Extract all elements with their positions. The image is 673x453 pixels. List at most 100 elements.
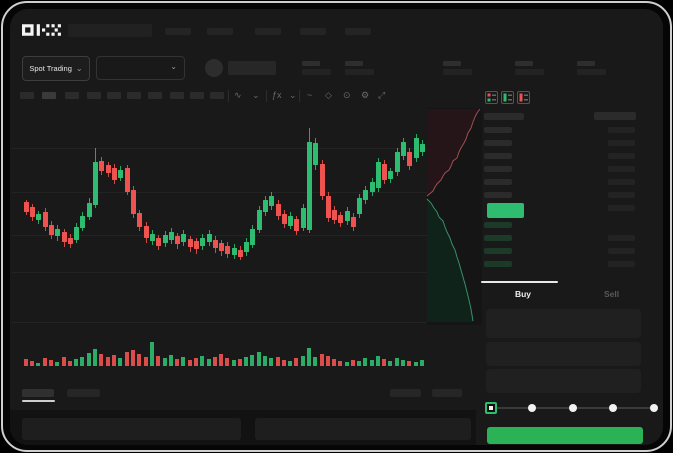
timeframe-button-placeholder[interactable]: [20, 92, 34, 99]
ask-amount-placeholder[interactable]: [608, 153, 635, 159]
nav-item-placeholder[interactable]: [165, 28, 191, 35]
candle-body: [232, 248, 237, 255]
slider-handle[interactable]: [485, 402, 497, 414]
volume-bar: [269, 358, 273, 366]
indicators-fx-icon[interactable]: ƒx: [272, 90, 282, 100]
timeframe-button-placeholder[interactable]: [65, 92, 79, 99]
bottom-action-placeholder[interactable]: [390, 389, 421, 397]
bid-price-placeholder[interactable]: [484, 261, 512, 267]
settings-icon[interactable]: ⚙: [361, 90, 370, 100]
amount-input[interactable]: [486, 342, 641, 366]
tab-buy[interactable]: Buy: [481, 284, 565, 304]
candle-body: [288, 216, 293, 226]
volume-bar: [213, 357, 217, 366]
fullscreen-icon[interactable]: ⤢: [378, 90, 386, 100]
volume-bar: [388, 361, 392, 366]
ask-amount-placeholder[interactable]: [608, 179, 635, 185]
book-asks-view-icon[interactable]: [517, 91, 530, 104]
bottom-tab-active-placeholder[interactable]: [22, 389, 54, 397]
ask-price-placeholder[interactable]: [484, 127, 512, 133]
slider-stop-dot[interactable]: [569, 404, 577, 412]
volume-bar: [294, 358, 298, 366]
logo-adjacent-placeholder: [68, 24, 152, 37]
nav-item-placeholder[interactable]: [345, 28, 371, 35]
nav-item-placeholder[interactable]: [255, 28, 281, 35]
slider-stop-dot[interactable]: [609, 404, 617, 412]
volume-bar: [24, 359, 28, 366]
ticker-stat-value-placeholder: [515, 69, 544, 75]
candle-body: [156, 238, 161, 246]
active-tab-indicator: [481, 281, 558, 283]
candle-body: [125, 168, 130, 192]
book-bids-view-icon[interactable]: [501, 91, 514, 104]
slider-stop-dot[interactable]: [528, 404, 536, 412]
timeframe-button-placeholder[interactable]: [170, 92, 184, 99]
bid-amount-placeholder[interactable]: [608, 248, 635, 254]
volume-bar: [345, 362, 349, 366]
candle-body: [118, 170, 123, 178]
candle-style-icon[interactable]: ∿: [234, 90, 242, 100]
ask-amount-placeholder[interactable]: [608, 205, 635, 211]
volume-bar: [307, 348, 311, 366]
volume-bar: [93, 349, 97, 366]
volume-bar: [401, 360, 405, 366]
chevron-down-icon[interactable]: ⌄: [252, 90, 260, 100]
pair-dropdown[interactable]: ⌄: [96, 56, 185, 80]
candle-body: [137, 213, 142, 227]
last-price-bar[interactable]: [487, 203, 524, 218]
slider-handle-core: [489, 406, 493, 410]
volume-bar: [301, 356, 305, 366]
price-input[interactable]: [486, 309, 641, 338]
chevron-down-icon[interactable]: ⌄: [289, 90, 297, 100]
candle-body: [269, 196, 274, 206]
timeframe-button-placeholder[interactable]: [42, 92, 56, 99]
bid-amount-placeholder[interactable]: [608, 261, 635, 267]
timeframe-button-placeholder[interactable]: [148, 92, 162, 99]
ask-amount-placeholder[interactable]: [608, 192, 635, 198]
ticker-stat-label-placeholder: [345, 61, 363, 66]
bottom-action-placeholder[interactable]: [432, 389, 462, 397]
ticker-stat-label-placeholder: [577, 61, 595, 66]
timeframe-button-placeholder[interactable]: [210, 92, 224, 99]
volume-bar: [326, 356, 330, 366]
ask-amount-placeholder[interactable]: [608, 127, 635, 133]
draw-tool-icon[interactable]: ◇: [325, 90, 332, 100]
total-input[interactable]: [486, 369, 641, 393]
snapshot-icon[interactable]: ⊙: [343, 90, 351, 100]
volume-bar: [43, 358, 47, 366]
nav-item-placeholder[interactable]: [300, 28, 326, 35]
buy-submit-button[interactable]: [487, 427, 643, 444]
bid-price-placeholder[interactable]: [484, 235, 512, 241]
candle-body: [87, 203, 92, 217]
ask-price-placeholder[interactable]: [484, 166, 512, 172]
market-type-selector[interactable]: Spot Trading ⌄: [22, 56, 90, 81]
timeframe-button-placeholder[interactable]: [190, 92, 204, 99]
ask-price-placeholder[interactable]: [484, 153, 512, 159]
bottom-tab-placeholder[interactable]: [67, 389, 100, 397]
pair-name-placeholder: [228, 61, 276, 75]
line-tool-icon[interactable]: ~: [307, 90, 313, 100]
volume-bar: [194, 358, 198, 366]
candle-body: [370, 182, 375, 192]
volume-bar: [250, 355, 254, 366]
chart-gridline: [12, 272, 477, 273]
tab-sell[interactable]: Sell: [565, 284, 658, 304]
bid-amount-placeholder[interactable]: [608, 235, 635, 241]
timeframe-button-placeholder[interactable]: [107, 92, 121, 99]
nav-item-placeholder[interactable]: [207, 28, 233, 35]
ask-price-placeholder[interactable]: [484, 192, 512, 198]
book-combined-icon[interactable]: [485, 91, 498, 104]
bid-price-placeholder[interactable]: [484, 248, 512, 254]
ask-amount-placeholder[interactable]: [608, 140, 635, 146]
bid-price-placeholder[interactable]: [484, 222, 512, 228]
candle-body: [131, 190, 136, 214]
slider-stop-dot[interactable]: [650, 404, 658, 412]
timeframe-button-placeholder[interactable]: [127, 92, 141, 99]
ask-price-placeholder[interactable]: [484, 140, 512, 146]
volume-bar: [87, 353, 91, 366]
candle-body: [74, 227, 79, 240]
timeframe-button-placeholder[interactable]: [87, 92, 101, 99]
ask-price-placeholder[interactable]: [484, 179, 512, 185]
ask-amount-placeholder[interactable]: [608, 166, 635, 172]
